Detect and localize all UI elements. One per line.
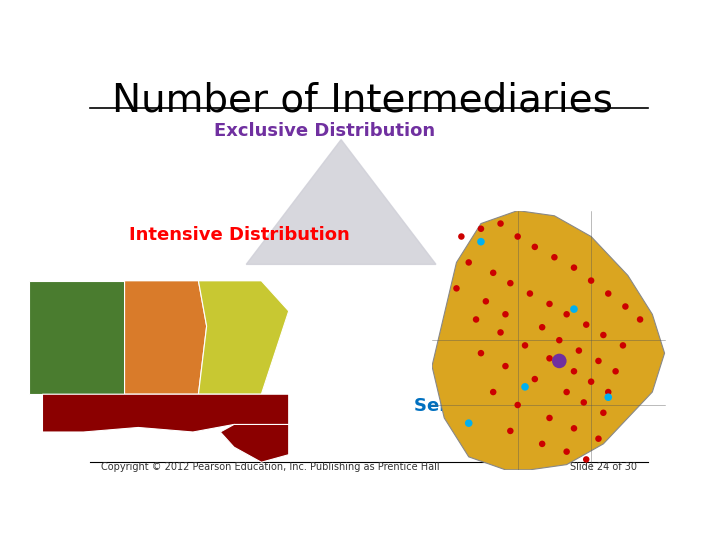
Point bbox=[568, 264, 580, 272]
Point bbox=[475, 238, 487, 246]
Point bbox=[568, 305, 580, 313]
Point bbox=[578, 398, 590, 407]
Point bbox=[456, 232, 467, 241]
Polygon shape bbox=[29, 281, 125, 394]
Point bbox=[554, 356, 565, 365]
Point bbox=[463, 258, 474, 267]
Text: Selective Distribution: Selective Distribution bbox=[413, 397, 634, 415]
Point bbox=[519, 382, 531, 391]
Polygon shape bbox=[246, 140, 436, 265]
Point bbox=[617, 341, 629, 350]
Point bbox=[549, 253, 560, 261]
Point bbox=[568, 424, 580, 433]
Point bbox=[451, 284, 462, 293]
Point bbox=[603, 393, 614, 402]
Point bbox=[544, 354, 555, 363]
Point bbox=[475, 349, 487, 357]
Point bbox=[487, 388, 499, 396]
Point bbox=[529, 242, 541, 251]
Point bbox=[500, 310, 511, 319]
Point bbox=[554, 336, 565, 345]
Point bbox=[512, 401, 523, 409]
Point bbox=[505, 279, 516, 287]
Point bbox=[500, 362, 511, 370]
Polygon shape bbox=[199, 281, 289, 394]
Polygon shape bbox=[125, 281, 207, 394]
Point bbox=[536, 323, 548, 332]
Point bbox=[561, 447, 572, 456]
Point bbox=[470, 315, 482, 324]
Point bbox=[524, 289, 536, 298]
Point bbox=[529, 375, 541, 383]
Point bbox=[598, 408, 609, 417]
Polygon shape bbox=[432, 211, 665, 470]
Point bbox=[519, 341, 531, 350]
Point bbox=[593, 434, 604, 443]
Point bbox=[487, 268, 499, 277]
Text: Exclusive Distribution: Exclusive Distribution bbox=[214, 123, 435, 140]
Point bbox=[610, 367, 621, 376]
Polygon shape bbox=[42, 394, 289, 432]
Point bbox=[593, 356, 604, 365]
Point bbox=[544, 300, 555, 308]
Point bbox=[598, 330, 609, 339]
Point bbox=[505, 427, 516, 435]
Point bbox=[512, 232, 523, 241]
Point bbox=[580, 455, 592, 464]
Point bbox=[475, 225, 487, 233]
Point bbox=[568, 367, 580, 376]
Point bbox=[544, 414, 555, 422]
Point bbox=[495, 328, 506, 337]
Text: Copyright © 2012 Pearson Education, Inc. Publishing as Prentice Hall: Copyright © 2012 Pearson Education, Inc.… bbox=[101, 462, 440, 472]
Point bbox=[580, 320, 592, 329]
Point bbox=[561, 388, 572, 396]
Point bbox=[634, 315, 646, 324]
Point bbox=[561, 310, 572, 319]
Point bbox=[536, 440, 548, 448]
Point bbox=[585, 276, 597, 285]
Point bbox=[603, 388, 614, 396]
Text: Number of Intermediaries: Number of Intermediaries bbox=[112, 82, 613, 119]
Point bbox=[463, 419, 474, 428]
Text: Slide 24 of 30: Slide 24 of 30 bbox=[570, 462, 637, 472]
Point bbox=[603, 289, 614, 298]
Point bbox=[573, 346, 585, 355]
Point bbox=[495, 219, 506, 228]
Text: Intensive Distribution: Intensive Distribution bbox=[129, 226, 350, 244]
Point bbox=[480, 297, 492, 306]
Point bbox=[585, 377, 597, 386]
Point bbox=[620, 302, 631, 311]
Polygon shape bbox=[220, 424, 289, 462]
